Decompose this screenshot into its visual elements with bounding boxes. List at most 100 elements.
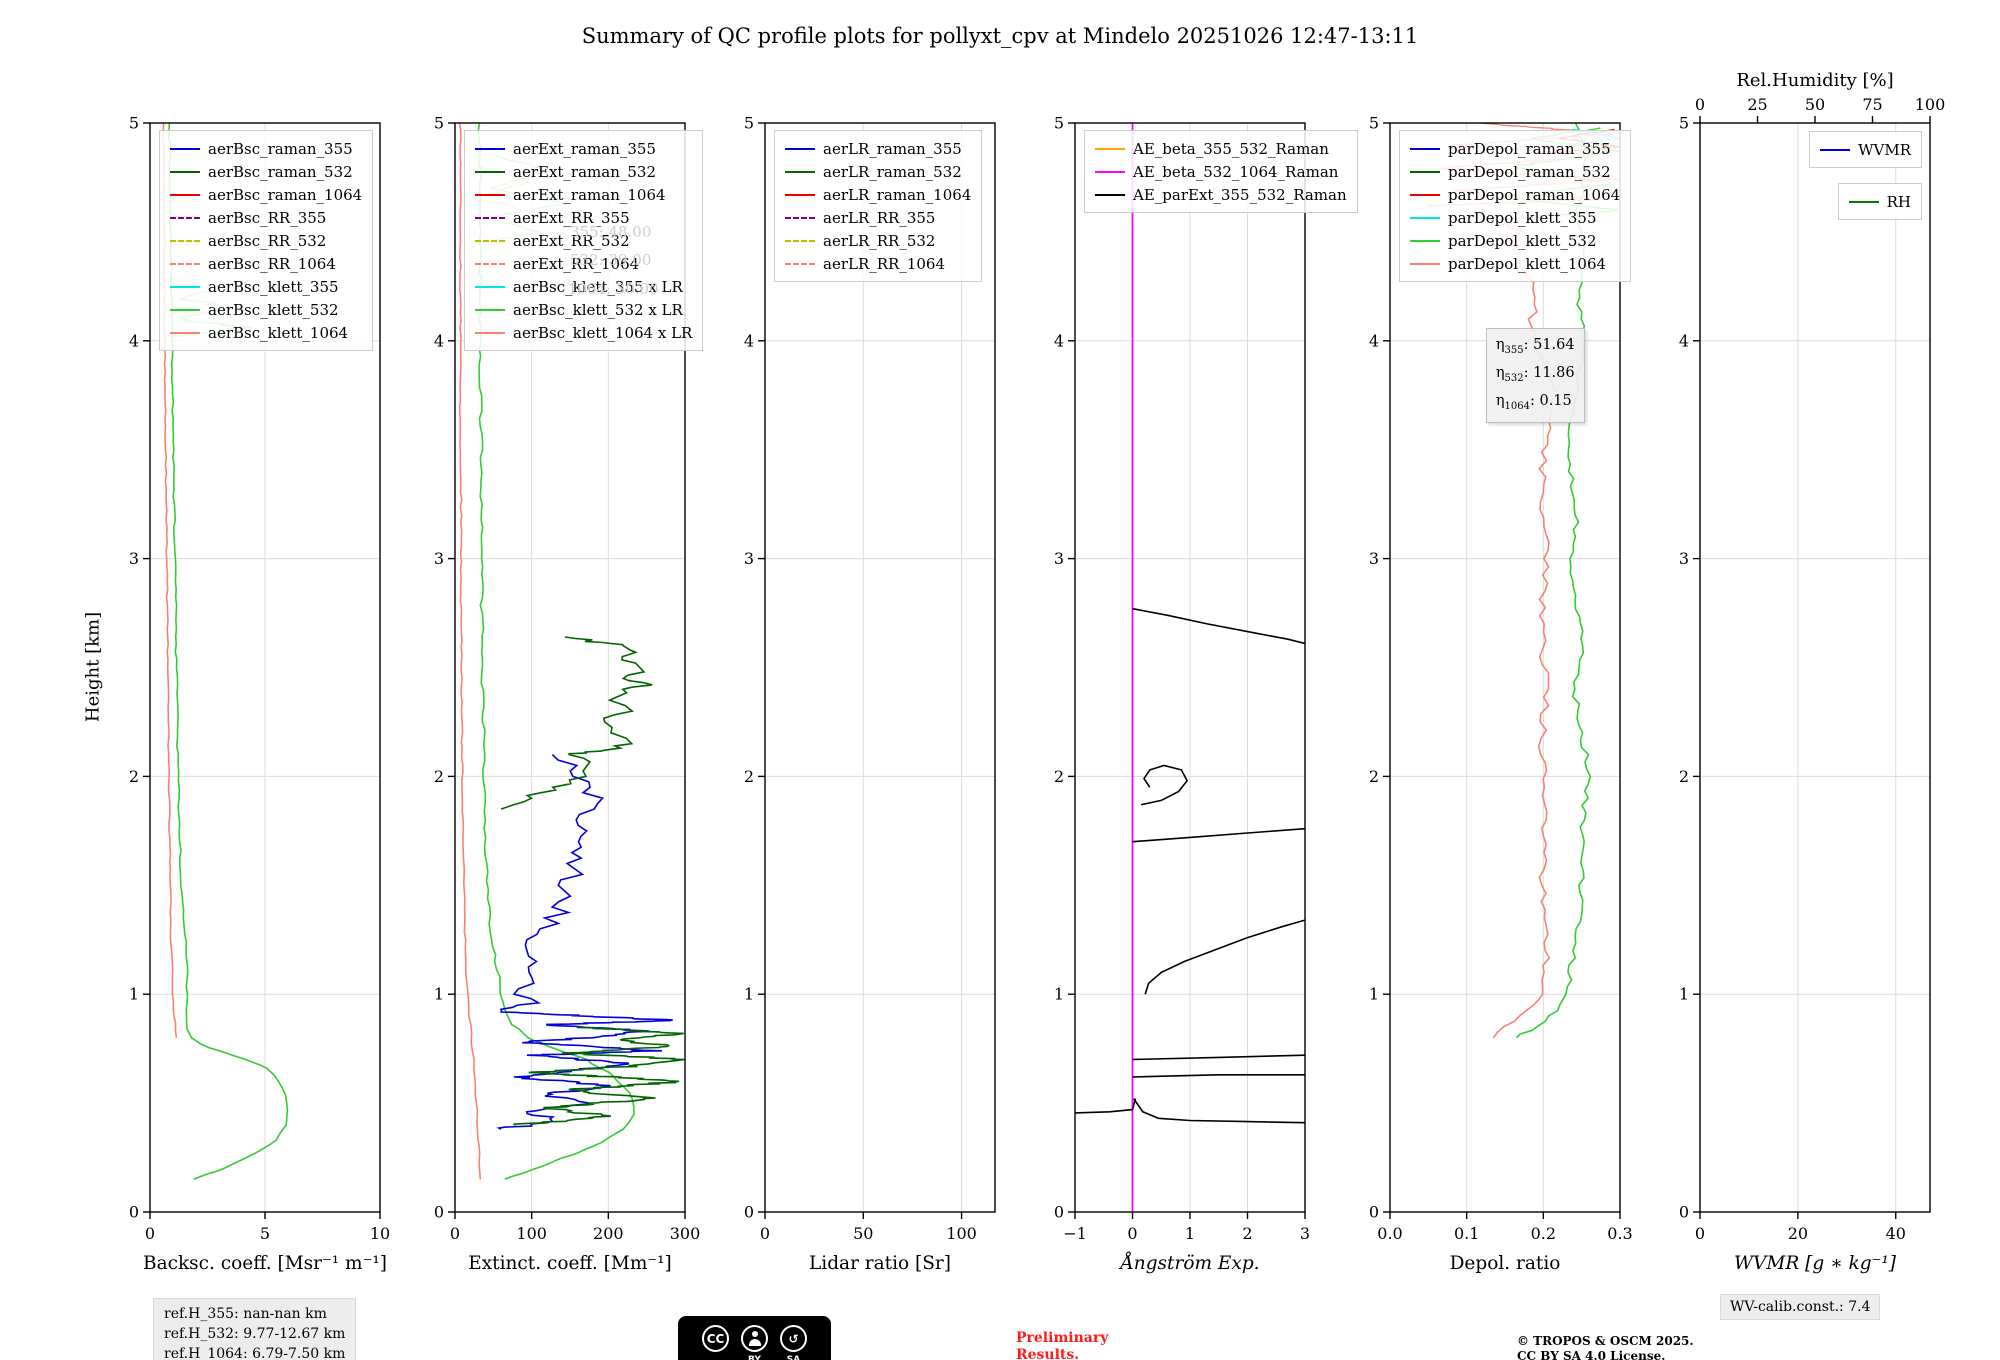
series-AE_parExt_355_532_Raman (1132, 1074, 1305, 1078)
preliminary-line-2: Results. (1016, 1347, 1080, 1360)
legend-line-sample (475, 285, 505, 288)
legend-line-sample (475, 193, 505, 196)
series-parDepol_klett_1064 (1492, 209, 1557, 1039)
legend-label: aerBsc_klett_532 x LR (513, 300, 683, 319)
xlabel-angstroem: Ångström Exp. (1118, 1252, 1259, 1274)
legend-item-aerExt_raman_532: aerExt_raman_532 (475, 160, 692, 183)
legend-label: aerLR_RR_1064 (823, 254, 946, 273)
y-tick-label: 2 (434, 767, 444, 786)
legend-line-sample (1820, 148, 1851, 151)
legend-line-sample (475, 147, 505, 150)
legend-label: aerExt_RR_355 (513, 208, 630, 227)
legend-line-sample (475, 262, 505, 265)
legend-line-sample (785, 193, 815, 196)
legend-line-sample (785, 147, 815, 150)
xlabel-lidar-ratio: Lidar ratio [Sr] (809, 1253, 951, 1274)
y-tick-label: 5 (1054, 114, 1064, 133)
x-tick-label: 10 (370, 1224, 390, 1243)
sa-label: SA (786, 1355, 801, 1360)
y-tick-label: 0 (744, 1203, 754, 1222)
legend-label: AE_parExt_355_532_Raman (1133, 185, 1347, 204)
y-tick-label: 1 (1679, 985, 1689, 1004)
legend-item-aerBsc_raman_532: aerBsc_raman_532 (170, 160, 362, 183)
legend-line-sample (170, 308, 200, 311)
axes-spines (764, 122, 996, 1213)
legend-angstroem: AE_beta_355_532_Raman AE_beta_532_1064_Ra… (1084, 130, 1358, 213)
legend-item-aerBsc_raman_355: aerBsc_raman_355 (170, 137, 362, 160)
legend-label: aerExt_raman_1064 (513, 185, 666, 204)
xlabel-wvmr: WVMR [g ∗ kg⁻¹] (1734, 1253, 1897, 1274)
y-tick-label: 3 (744, 549, 754, 568)
legend-line-sample (170, 170, 200, 173)
eta-value-line: η355: 51.64 (1495, 336, 1575, 356)
y-tick-label: 4 (434, 331, 444, 350)
eta-calibration-box: η355: 51.64 η532: 11.86 η1064: 0.15 (1485, 327, 1585, 424)
legend-label: aerBsc_klett_355 x LR (513, 277, 683, 296)
cc-badge-labels: BY SA (702, 1355, 807, 1360)
y-tick-label: 5 (129, 114, 139, 133)
legend-line-sample (1095, 193, 1125, 196)
legend-item-aerLR_RR_355: aerLR_RR_355 (785, 206, 971, 229)
cc-icon: CC (702, 1325, 729, 1352)
legend-label: parDepol_klett_355 (1448, 208, 1597, 227)
x-tick-label: 0.1 (1454, 1224, 1479, 1243)
legend-backscatter: aerBsc_raman_355 aerBsc_raman_532 aerBsc_r… (159, 130, 374, 351)
ref-height-532: ref.H_532: 9.77-12.67 km (164, 1326, 346, 1342)
legend-label: aerBsc_raman_355 (208, 139, 353, 158)
y-tick-label: 5 (434, 114, 444, 133)
legend-item-aerBsc_RR_532: aerBsc_RR_532 (170, 229, 362, 252)
y-tick-label: 2 (1679, 767, 1689, 786)
panel-depol: 0.0 0.1 0.2 0.3 0 1 2 3 4 5 Depol. ratio (1369, 114, 1633, 1275)
legend-item-parDepol_klett_355: parDepol_klett_355 (1410, 206, 1620, 229)
panel-extinction: 0 100 200 300 0 1 2 3 4 5 Extinct. coeff. [Mm⁻¹] (434, 114, 700, 1275)
y-tick-label: 0 (1369, 1203, 1379, 1222)
legend-label: aerBsc_RR_355 (208, 208, 327, 227)
y-tick-label: 3 (1679, 549, 1689, 568)
legend-label: aerLR_RR_355 (823, 208, 936, 227)
legend-item-aerBsc_raman_1064: aerBsc_raman_1064 (170, 183, 362, 206)
x-tick-label: 40 (1886, 1224, 1906, 1243)
legend-item-aerExt_RR_355: aerExt_RR_355 (475, 206, 692, 229)
eta-value-line: η532: 11.86 (1495, 364, 1575, 384)
copyright-line-2: CC BY SA 4.0 License. (1517, 1349, 1666, 1360)
y-tick-label: 1 (1369, 985, 1379, 1004)
legend-item-aerBsc_RR_355: aerBsc_RR_355 (170, 206, 362, 229)
legend-item-aerExt_raman_1064: aerExt_raman_1064 (475, 183, 692, 206)
y-tick-label: 4 (1369, 331, 1379, 350)
y-tick-label: 5 (1369, 114, 1379, 133)
x-tick-label: 0 (145, 1224, 155, 1243)
legend-label: AE_beta_355_532_Raman (1133, 139, 1329, 158)
y-tick-label: 1 (744, 985, 754, 1004)
y-tick-label: 4 (129, 331, 139, 350)
klett-lr-value: 355: 48.00 (570, 222, 652, 241)
legend-line-sample (785, 262, 815, 265)
x-tick-label: 0.0 (1377, 1224, 1402, 1243)
x-tick-label: 2 (1242, 1224, 1252, 1243)
y-tick-label: 2 (129, 767, 139, 786)
legend-extinction: aerExt_raman_355 aerExt_raman_532 aerExt_r… (464, 130, 704, 351)
y-tick-label: 3 (434, 549, 444, 568)
x-tick-label: 20 (1788, 1224, 1808, 1243)
xlabel-backscatter: Backsc. coeff. [Msr⁻¹ m⁻¹] (143, 1253, 387, 1274)
series-aerBsc_klett_1064 x LR (458, 123, 482, 1180)
x-tick-label: 100 (946, 1224, 977, 1243)
legend-line-sample (475, 331, 505, 334)
legend-line-sample (1848, 200, 1879, 203)
legend-line-sample (170, 216, 200, 219)
y-tick-label: 3 (1369, 549, 1379, 568)
legend-item-AE_parExt_355_532_Raman: AE_parExt_355_532_Raman (1095, 183, 1347, 206)
y-tick-label: 4 (744, 331, 754, 350)
legend-line-sample (1095, 147, 1125, 150)
eta-value-line: η1064: 0.15 (1495, 392, 1572, 412)
sa-icon: ↺ (780, 1325, 807, 1352)
legend-item-aerExt_RR_1064: aerExt_RR_1064 (475, 252, 692, 275)
preliminary-note: Preliminary Results. (1016, 1330, 1108, 1360)
x-tick-label: 0 (1127, 1224, 1137, 1243)
legend-line-sample (785, 239, 815, 242)
legend-label: parDepol_raman_355 (1448, 139, 1611, 158)
legend-item-parDepol_klett_1064: parDepol_klett_1064 (1410, 252, 1620, 275)
y-tick-label: 4 (1679, 331, 1689, 350)
legend-wvmr: WVMR (1809, 131, 1922, 168)
legend-line-sample (1410, 262, 1440, 265)
legend-item-aerBsc_klett_1064: aerBsc_klett_1064 (170, 321, 362, 344)
